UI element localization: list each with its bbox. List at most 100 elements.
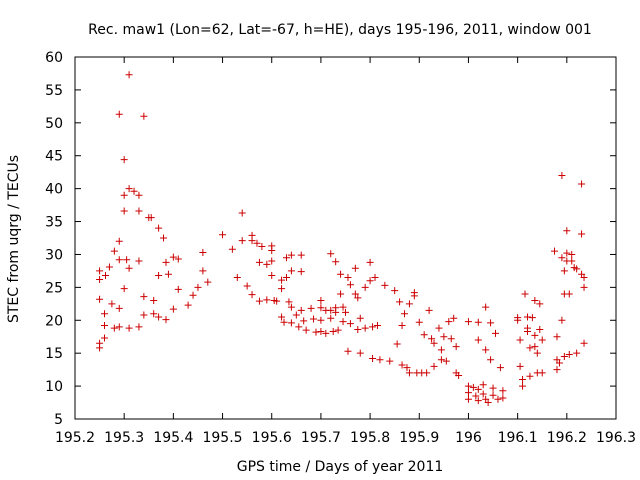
data-point [450, 314, 458, 322]
data-point [430, 362, 438, 370]
data-point [96, 275, 104, 283]
data-point [248, 237, 256, 245]
data-point [317, 316, 325, 324]
data-point [489, 391, 497, 399]
data-point [536, 325, 544, 333]
x-tick-label: 196.2 [547, 430, 587, 446]
data-point [282, 273, 290, 281]
data-point [125, 324, 133, 332]
data-point [317, 304, 325, 312]
data-point [162, 316, 170, 324]
data-point [531, 331, 539, 339]
data-point [401, 310, 409, 318]
data-point [108, 300, 116, 308]
data-point [405, 369, 413, 377]
data-point [437, 346, 445, 354]
y-tick-label: 60 [45, 50, 63, 66]
x-tick-label: 195.2 [55, 430, 95, 446]
data-point [526, 372, 534, 380]
data-point [373, 322, 381, 330]
data-point [287, 303, 295, 311]
data-point [243, 282, 251, 290]
data-point [464, 318, 472, 326]
data-point [327, 306, 335, 314]
x-tick-label: 196.3 [596, 430, 636, 446]
data-point [469, 383, 477, 391]
y-tick-label: 50 [45, 116, 63, 132]
data-point [135, 207, 143, 215]
data-point [297, 306, 305, 314]
x-tick-label: 195.3 [104, 430, 144, 446]
data-point [101, 334, 109, 342]
data-point [184, 301, 192, 309]
data-point [531, 343, 539, 351]
data-point [115, 323, 123, 331]
data-point [233, 273, 241, 281]
data-point [354, 294, 362, 302]
data-point [487, 319, 495, 327]
x-axis-title: GPS time / Days of year 2011 [237, 459, 444, 475]
data-point [455, 372, 463, 380]
data-point [337, 270, 345, 278]
data-point [174, 255, 182, 263]
data-point [523, 313, 531, 321]
data-point [410, 292, 418, 300]
y-tick-label: 40 [45, 182, 63, 198]
data-point [253, 239, 261, 247]
y-tick-label: 15 [45, 346, 63, 362]
x-tick-label: 195.6 [252, 430, 292, 446]
data-point [568, 257, 576, 265]
data-point [452, 343, 460, 351]
data-point [312, 328, 320, 336]
y-tick-label: 20 [45, 313, 63, 329]
data-point [366, 258, 374, 266]
y-tick-label: 10 [45, 379, 63, 395]
data-point [300, 317, 308, 325]
data-point [115, 256, 123, 264]
data-point [278, 276, 286, 284]
data-point [563, 227, 571, 235]
data-point [125, 264, 133, 272]
data-point [164, 270, 172, 278]
data-point [123, 256, 131, 264]
data-point [155, 272, 163, 280]
data-point [482, 303, 490, 311]
data-point [536, 300, 544, 308]
data-point [339, 318, 347, 326]
data-point [578, 180, 586, 188]
data-point [496, 364, 504, 372]
data-point [194, 283, 202, 291]
data-point [445, 318, 453, 326]
data-point [361, 324, 369, 332]
data-point [420, 331, 428, 339]
data-point [110, 247, 118, 255]
data-point [565, 350, 573, 358]
data-point [278, 285, 286, 293]
y-tick-label: 30 [45, 247, 63, 263]
data-point [297, 251, 305, 259]
data-point [120, 191, 128, 199]
data-point [558, 316, 566, 324]
data-point [396, 298, 404, 306]
data-point [563, 249, 571, 257]
data-point [479, 381, 487, 389]
data-point [199, 267, 207, 275]
data-point [425, 306, 433, 314]
data-point [386, 357, 394, 365]
data-point [287, 267, 295, 275]
data-point [351, 264, 359, 272]
data-point [125, 185, 133, 193]
data-point [526, 344, 534, 352]
y-tick-label: 25 [45, 280, 63, 296]
data-point [329, 327, 337, 335]
data-point [96, 295, 104, 303]
data-point [101, 310, 109, 318]
data-point [538, 336, 546, 344]
data-point [337, 290, 345, 298]
data-point [344, 347, 352, 355]
data-point [105, 263, 113, 271]
y-axis-title: STEC from uqrg / TECUs [6, 155, 22, 323]
data-point [169, 253, 177, 261]
data-point [96, 344, 104, 352]
